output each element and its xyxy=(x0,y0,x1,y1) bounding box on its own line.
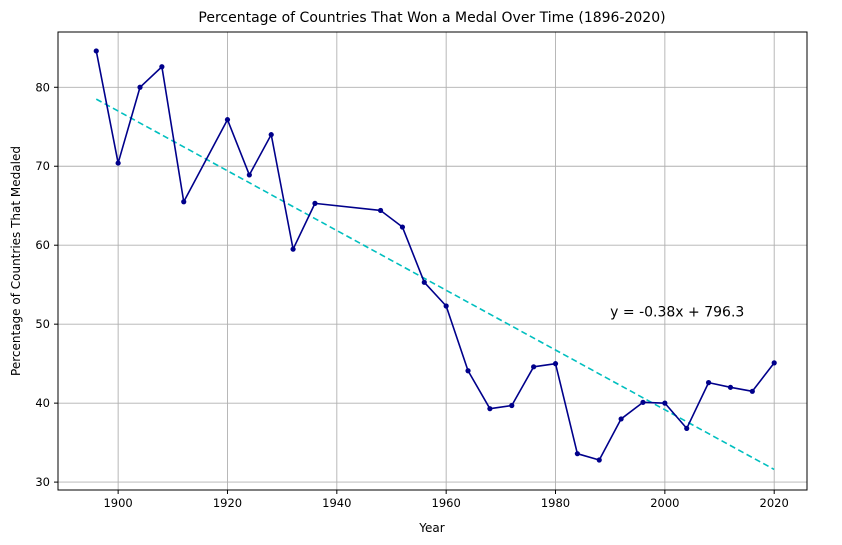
data-point xyxy=(531,364,537,370)
trendline-layer xyxy=(95,98,775,471)
x-tick-label: 1900 xyxy=(103,496,132,510)
data-point xyxy=(421,279,427,285)
data-point xyxy=(443,303,449,309)
data-point xyxy=(596,457,602,463)
data-point xyxy=(115,160,121,166)
x-tick-label: 2020 xyxy=(760,496,789,510)
x-tick-label: 2000 xyxy=(650,496,679,510)
x-tick-label: 1940 xyxy=(322,496,351,510)
data-point xyxy=(399,224,406,230)
y-tick-label: 70 xyxy=(35,159,50,173)
y-tick-label: 30 xyxy=(35,475,50,489)
data-point xyxy=(224,117,231,123)
data-point xyxy=(465,368,471,374)
data-point xyxy=(705,380,712,386)
data-point xyxy=(93,48,99,54)
y-tick-label: 40 xyxy=(35,396,50,410)
x-tick-label: 1960 xyxy=(432,496,461,510)
series-layer xyxy=(93,48,777,463)
x-axis-label: Year xyxy=(418,521,444,535)
data-point xyxy=(487,406,493,412)
data-point xyxy=(312,200,318,206)
data-point xyxy=(246,172,252,178)
data-point xyxy=(684,425,690,432)
trendline-equation: y = -0.38x + 796.3 xyxy=(610,304,744,320)
grid-lines xyxy=(58,32,807,490)
data-point xyxy=(509,402,515,409)
data-point xyxy=(749,388,755,394)
data-point xyxy=(290,246,296,252)
data-point xyxy=(268,132,274,138)
data-point xyxy=(181,199,187,205)
data-point xyxy=(771,360,777,366)
axis-ticks: 1900 1920 1940 1960 1980 2000 2020 30 40 50 60 70 80 xyxy=(35,80,788,510)
chart-title: Percentage of Countries That Won a Medal… xyxy=(198,10,665,26)
data-point xyxy=(662,400,668,406)
series-line xyxy=(95,50,775,461)
x-tick-label: 1980 xyxy=(541,496,570,510)
data-point xyxy=(618,416,624,422)
plot-frame xyxy=(57,31,808,491)
trendline xyxy=(95,98,775,471)
data-point xyxy=(159,64,165,70)
data-point xyxy=(552,361,559,367)
data-point xyxy=(640,399,646,405)
y-tick-label: 60 xyxy=(35,238,50,252)
data-point xyxy=(377,207,384,214)
data-point xyxy=(574,451,580,457)
data-point xyxy=(727,384,734,390)
x-tick-label: 1920 xyxy=(213,496,242,510)
y-axis-label: Percentage of Countries That Medaled xyxy=(9,146,23,376)
data-point xyxy=(137,84,143,90)
y-tick-label: 50 xyxy=(35,317,50,331)
y-tick-label: 80 xyxy=(35,80,50,94)
